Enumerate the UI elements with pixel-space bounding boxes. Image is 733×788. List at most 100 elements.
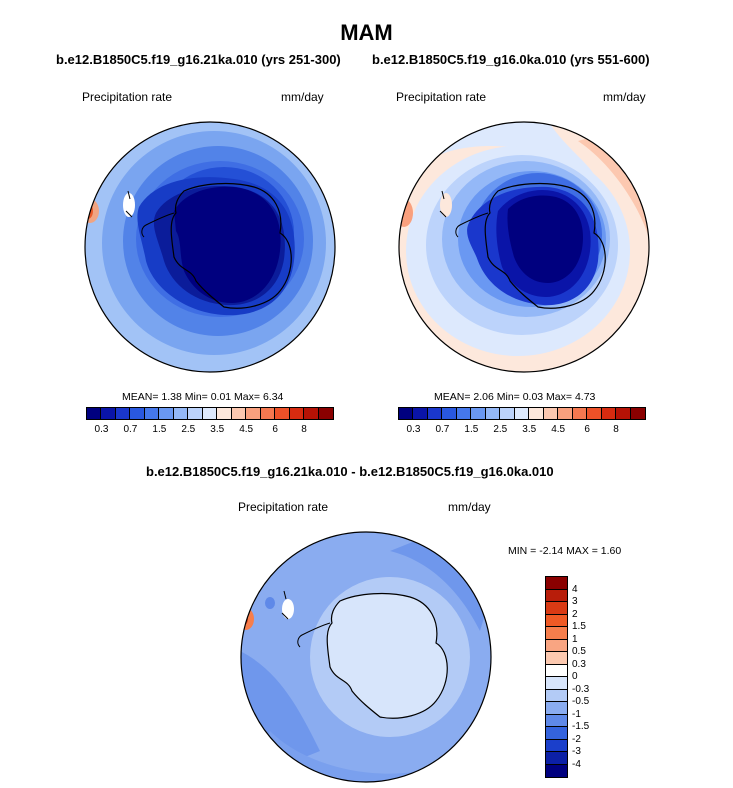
colorbar-tick-label: 0.3 — [406, 424, 421, 435]
colorbar-tick-label: -0.3 — [572, 683, 590, 695]
colorbar-tick-label: -2 — [572, 733, 581, 745]
colorbar-swatch — [616, 408, 631, 419]
colorbar-swatch — [546, 752, 567, 765]
colorbar-swatch — [546, 764, 567, 777]
colorbar-swatch — [456, 408, 472, 419]
colorbar-tick-label: 4 — [572, 583, 578, 595]
colorbar-swatch — [485, 408, 501, 419]
colorbar-swatch — [546, 714, 567, 727]
colorbar-swatch — [546, 702, 567, 715]
colorbar-swatch — [399, 408, 414, 419]
colorbar-swatch — [587, 408, 602, 419]
left-units-label: mm/day — [281, 90, 324, 104]
colorbar-tick-label: 8 — [301, 424, 307, 435]
right-colorbar — [398, 407, 646, 420]
colorbar-swatch — [546, 589, 567, 602]
colorbar-swatch — [546, 614, 567, 627]
colorbar-swatch — [289, 408, 305, 419]
right-variable-label: Precipitation rate — [396, 90, 487, 104]
left-polar-map — [84, 121, 336, 373]
colorbar-swatch — [601, 408, 617, 419]
colorbar-swatch — [471, 408, 486, 419]
left-variable-label: Precipitation rate — [82, 90, 173, 104]
colorbar-tick-label: 0.5 — [572, 646, 586, 657]
colorbar-tick-label: 2.5 — [181, 424, 196, 435]
colorbar-swatch — [546, 652, 567, 665]
colorbar-swatch — [546, 664, 567, 677]
colorbar-tick-label: -1.5 — [572, 721, 590, 732]
colorbar-swatch — [413, 408, 428, 419]
diff-colorbar — [545, 576, 568, 778]
right-stats: MEAN= 2.06 Min= 0.03 Max= 4.73 — [434, 391, 596, 403]
colorbar-tick-label: 1 — [572, 633, 578, 645]
colorbar-tick-label: -4 — [572, 758, 581, 770]
colorbar-tick-label: 3.5 — [522, 424, 537, 435]
diff-units-label: mm/day — [448, 500, 491, 514]
colorbar-swatch — [630, 408, 645, 419]
colorbar-swatch — [529, 408, 544, 419]
colorbar-swatch — [101, 408, 116, 419]
right-units-label: mm/day — [603, 90, 646, 104]
colorbar-swatch — [546, 627, 567, 640]
colorbar-tick-label: 3 — [572, 596, 578, 607]
colorbar-swatch — [304, 408, 319, 419]
colorbar-swatch — [115, 408, 131, 419]
colorbar-swatch — [144, 408, 160, 419]
left-colorbar — [86, 407, 334, 420]
colorbar-swatch — [260, 408, 276, 419]
colorbar-swatch — [546, 577, 567, 590]
colorbar-tick-label: 1.5 — [572, 621, 586, 632]
colorbar-swatch — [173, 408, 189, 419]
colorbar-swatch — [442, 408, 457, 419]
colorbar-tick-label: 4.5 — [551, 424, 566, 435]
diff-polar-map — [240, 531, 492, 783]
colorbar-tick-label: -1 — [572, 708, 581, 720]
colorbar-swatch — [87, 408, 102, 419]
colorbar-tick-label: 4.5 — [239, 424, 254, 435]
colorbar-swatch — [546, 639, 567, 652]
colorbar-swatch — [514, 408, 530, 419]
colorbar-tick-label: -0.5 — [572, 696, 590, 707]
colorbar-swatch — [546, 739, 567, 752]
diff-variable-label: Precipitation rate — [238, 500, 329, 514]
colorbar-tick-label: 8 — [613, 424, 619, 435]
colorbar-swatch — [427, 408, 443, 419]
colorbar-swatch — [188, 408, 203, 419]
left-stats: MEAN= 1.38 Min= 0.01 Max= 6.34 — [122, 391, 284, 403]
colorbar-tick-label: 6 — [584, 424, 590, 435]
right-case-title: b.e12.B1850C5.f19_g16.0ka.010 (yrs 551-6… — [372, 52, 650, 67]
colorbar-swatch — [159, 408, 174, 419]
colorbar-tick-label: 2.5 — [493, 424, 508, 435]
colorbar-swatch — [217, 408, 232, 419]
diff-stats: MIN = -2.14 MAX = 1.60 — [508, 545, 622, 557]
colorbar-tick-label: 2 — [572, 608, 578, 620]
colorbar-swatch — [318, 408, 333, 419]
left-case-title: b.e12.B1850C5.f19_g16.21ka.010 (yrs 251-… — [56, 52, 341, 67]
colorbar-swatch — [558, 408, 573, 419]
colorbar-tick-label: 1.5 — [464, 424, 479, 435]
colorbar-swatch — [546, 677, 567, 690]
colorbar-tick-label: 6 — [272, 424, 278, 435]
colorbar-swatch — [246, 408, 261, 419]
colorbar-swatch — [546, 602, 567, 615]
colorbar-swatch — [543, 408, 559, 419]
colorbar-tick-label: 0.7 — [123, 424, 138, 435]
colorbar-tick-label: 0.3 — [94, 424, 109, 435]
colorbar-swatch — [130, 408, 145, 419]
colorbar-swatch — [202, 408, 218, 419]
colorbar-tick-label: 0 — [572, 671, 578, 682]
colorbar-tick-label: 0.7 — [435, 424, 450, 435]
colorbar-swatch — [500, 408, 515, 419]
colorbar-swatch — [546, 727, 567, 740]
colorbar-tick-label: -3 — [572, 746, 581, 757]
colorbar-tick-label: 1.5 — [152, 424, 167, 435]
colorbar-swatch — [275, 408, 290, 419]
colorbar-swatch — [231, 408, 247, 419]
colorbar-tick-label: 0.3 — [572, 658, 586, 670]
colorbar-swatch — [546, 689, 567, 702]
figure-title: MAM — [340, 20, 393, 45]
colorbar-swatch — [572, 408, 588, 419]
right-polar-map — [398, 121, 650, 373]
diff-case-title: b.e12.B1850C5.f19_g16.21ka.010 - b.e12.B… — [146, 464, 554, 479]
colorbar-tick-label: 3.5 — [210, 424, 225, 435]
